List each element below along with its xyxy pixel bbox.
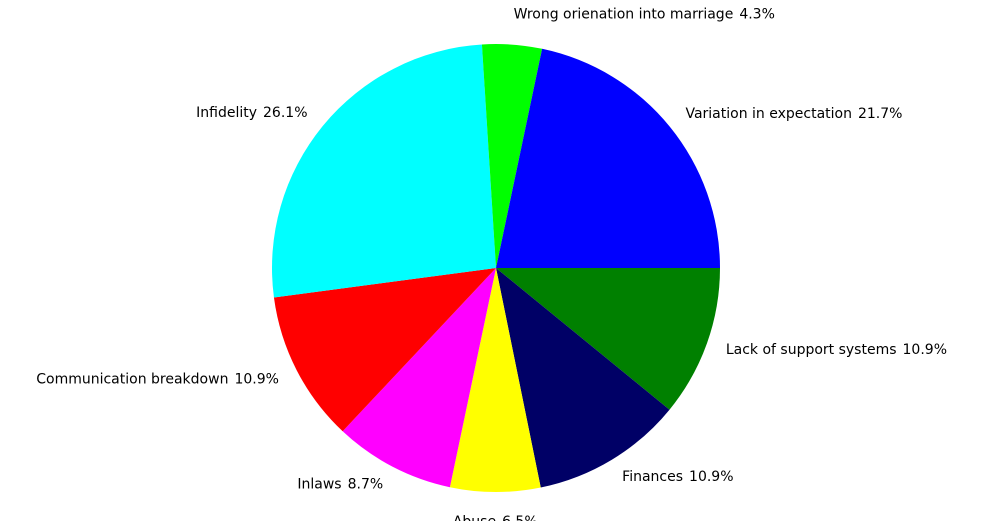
pie-slice	[496, 268, 670, 488]
slice-name: Infidelity	[196, 105, 257, 121]
pie-slice	[342, 268, 496, 488]
slice-value: 10.9%	[689, 469, 733, 485]
slice-value: 6.5%	[502, 514, 538, 521]
slice-value: 8.7%	[348, 476, 384, 492]
slice-value: 10.9%	[903, 342, 947, 358]
slice-value: 21.7%	[858, 106, 902, 122]
slice-label: Wrong orienation into marriage 4.3%	[514, 7, 775, 23]
slice-name: Abuse	[453, 514, 496, 521]
pie-slice	[496, 48, 720, 268]
slice-label: Abuse 6.5%	[453, 514, 538, 521]
slice-label: Infidelity 26.1%	[196, 105, 307, 121]
slice-name: Inlaws	[297, 476, 341, 492]
pie-slice	[496, 268, 720, 410]
slice-label: Communication breakdown 10.9%	[36, 371, 279, 387]
slice-label: Finances 10.9%	[622, 469, 733, 485]
slice-value: 4.3%	[739, 7, 775, 23]
pie-slice	[273, 268, 496, 432]
slice-value: 26.1%	[263, 105, 307, 121]
slice-name: Lack of support systems	[726, 342, 897, 358]
slice-name: Wrong orienation into marriage	[514, 7, 734, 23]
slice-name: Finances	[622, 469, 683, 485]
slice-label: Variation in expectation 21.7%	[685, 106, 902, 122]
slice-name: Variation in expectation	[685, 106, 852, 122]
slice-label: Lack of support systems 10.9%	[726, 342, 947, 358]
pie-slice	[481, 43, 543, 268]
pie-slice	[271, 44, 496, 298]
slice-value: 10.9%	[234, 371, 278, 387]
pie-slice	[449, 268, 541, 492]
slice-label: Inlaws 8.7%	[297, 476, 383, 492]
slice-name: Communication breakdown	[36, 371, 228, 387]
